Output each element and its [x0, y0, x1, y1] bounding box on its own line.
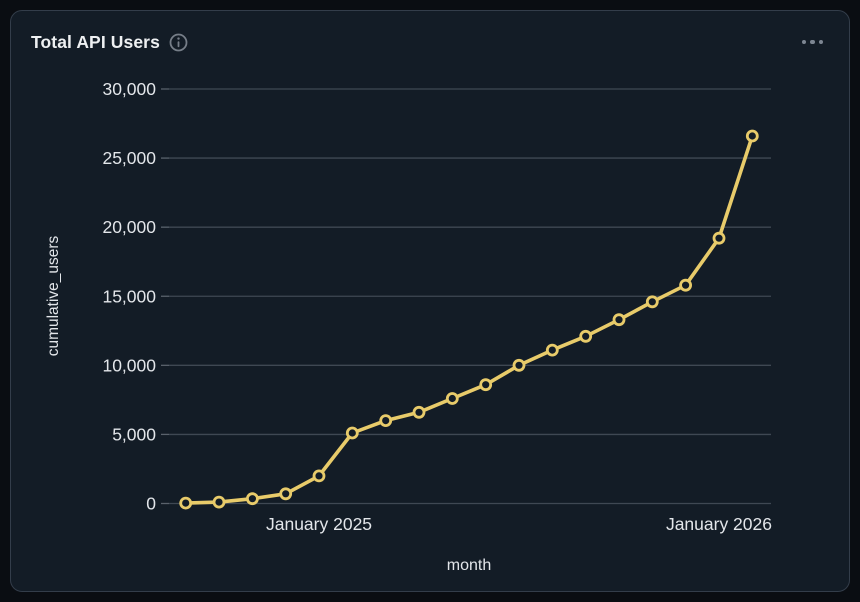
- chart-area: 0 5,000 10,000 15,000 20,000 25,000 30,000 Janu…: [11, 11, 849, 591]
- data-point-marker: [679, 278, 692, 292]
- x-tick-label: January 2026: [666, 514, 772, 534]
- chart-title: Total API Users: [31, 31, 160, 52]
- line-chart: 0 5,000 10,000 15,000 20,000 25,000 30,000 Janu…: [45, 79, 772, 574]
- data-point-marker: [612, 313, 626, 327]
- data-point-marker: [312, 469, 326, 483]
- y-tick-label: 5,000: [112, 424, 156, 444]
- data-point-marker: [345, 426, 359, 440]
- data-point-marker: [712, 231, 726, 245]
- y-tick-label: 20,000: [102, 217, 156, 237]
- x-tick-label: January 2025: [266, 514, 372, 534]
- data-point-marker: [579, 329, 593, 343]
- y-axis-title: cumulative_users: [45, 235, 62, 356]
- more-options-button[interactable]: [796, 36, 830, 49]
- data-point-marker: [445, 392, 459, 405]
- y-tick-label: 10,000: [102, 355, 156, 375]
- series-line: [183, 134, 755, 505]
- data-point-marker: [212, 495, 226, 509]
- x-axis-title: month: [447, 557, 491, 574]
- data-point-marker: [412, 405, 426, 419]
- data-point-marker: [745, 129, 759, 143]
- ellipsis-icon: [801, 39, 823, 45]
- card-header: Total API Users: [11, 11, 849, 63]
- data-point-marker: [479, 378, 493, 392]
- data-point-marker: [379, 414, 393, 428]
- chart-card: 0 5,000 10,000 15,000 20,000 25,000 30,000 Janu…: [10, 10, 850, 592]
- data-point-marker: [245, 492, 259, 506]
- info-icon[interactable]: [169, 33, 188, 52]
- data-point-marker: [545, 343, 559, 357]
- data-point-marker: [512, 358, 526, 372]
- y-tick-label: 30,000: [102, 79, 156, 99]
- y-tick-label: 15,000: [102, 286, 156, 306]
- data-point-marker: [179, 496, 193, 510]
- data-point-marker: [645, 295, 659, 309]
- y-tick-label: 0: [146, 494, 156, 514]
- data-point-marker: [279, 487, 293, 501]
- y-tick-label: 25,000: [102, 148, 156, 168]
